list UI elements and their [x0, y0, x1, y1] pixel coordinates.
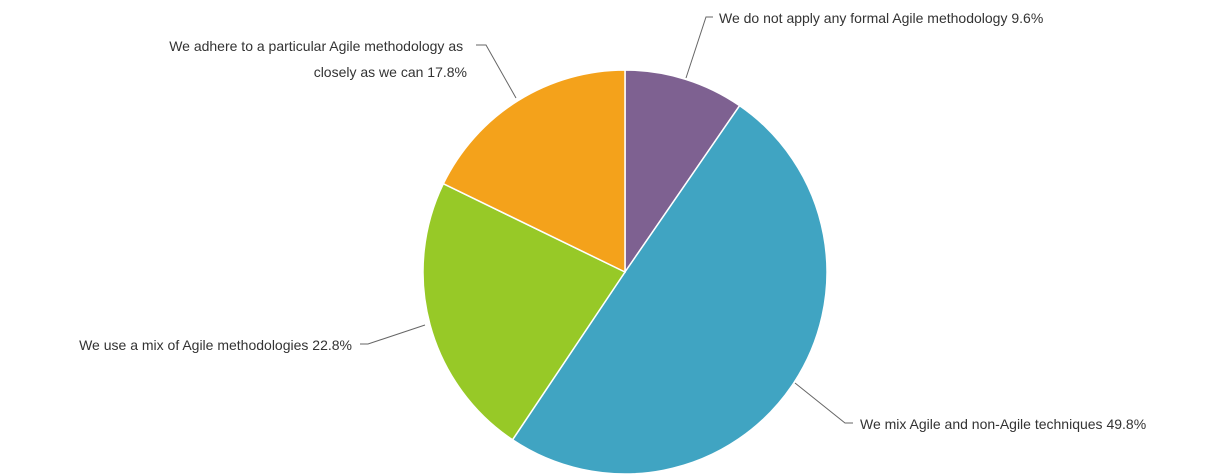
leader-lines-group — [360, 16, 853, 424]
leader-line-mix-agile-methodologies — [360, 324, 426, 345]
leader-line-adhere-particular-agile — [476, 44, 517, 99]
slice-no-formal-agile — [624, 69, 741, 275]
slice-label-mix-agile-methodologies: We use a mix of Agile methodologies 22.8… — [79, 337, 352, 353]
slice-label-adhere-line-1: We adhere to a particular Agile methodol… — [169, 38, 463, 54]
leader-line-mix-agile-non-agile — [794, 382, 853, 424]
slice-label-adhere-particular-agile: We adhere to a particular Agile methodol… — [169, 38, 467, 80]
labels-group: We do not apply any formal Agile methodo… — [79, 10, 1146, 432]
slices-group — [422, 69, 828, 475]
slice-label-adhere-line-2: closely as we can 17.8% — [314, 64, 467, 80]
slice-adhere-particular-agile — [442, 69, 626, 274]
slice-label-no-formal-agile: We do not apply any formal Agile methodo… — [719, 10, 1043, 26]
slice-label-mix-agile-non-agile: We mix Agile and non-Agile techniques 49… — [860, 416, 1146, 432]
leader-line-no-formal-agile — [685, 16, 713, 79]
slice-mix-agile-non-agile — [511, 104, 828, 475]
